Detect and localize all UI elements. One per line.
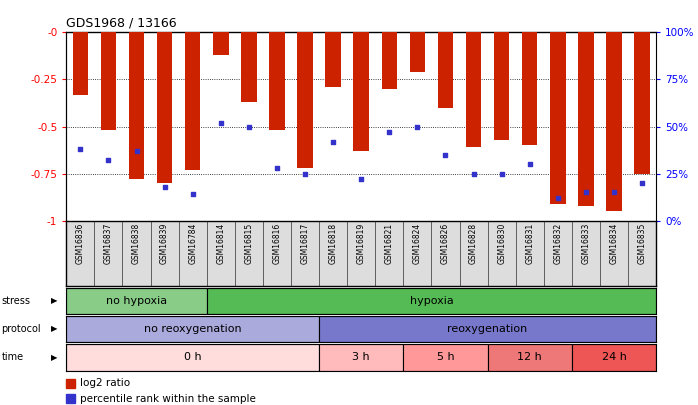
Text: GSM16832: GSM16832 bbox=[554, 223, 563, 264]
Text: GSM16837: GSM16837 bbox=[104, 223, 113, 264]
Bar bbox=[185, 32, 200, 170]
Point bbox=[412, 123, 423, 130]
Text: 5 h: 5 h bbox=[437, 352, 454, 362]
Point bbox=[327, 139, 339, 145]
Bar bbox=[488, 344, 572, 371]
Bar bbox=[353, 32, 369, 151]
Bar bbox=[157, 32, 172, 183]
Text: 0 h: 0 h bbox=[184, 352, 202, 362]
Text: 12 h: 12 h bbox=[517, 352, 542, 362]
Bar bbox=[66, 288, 207, 314]
Point bbox=[496, 171, 507, 177]
Text: reoxygenation: reoxygenation bbox=[447, 324, 528, 334]
Text: GSM16784: GSM16784 bbox=[188, 223, 198, 264]
Bar bbox=[101, 32, 116, 130]
Bar bbox=[66, 344, 319, 371]
Bar bbox=[319, 344, 403, 371]
Point bbox=[272, 165, 283, 171]
Text: ▶: ▶ bbox=[51, 296, 57, 305]
Text: GSM16826: GSM16826 bbox=[441, 223, 450, 264]
Point bbox=[355, 176, 367, 183]
Bar bbox=[403, 344, 488, 371]
Text: GSM16814: GSM16814 bbox=[216, 223, 225, 264]
Bar bbox=[297, 32, 313, 168]
Text: GSM16818: GSM16818 bbox=[329, 223, 338, 264]
Text: GSM16838: GSM16838 bbox=[132, 223, 141, 264]
Bar bbox=[213, 32, 228, 55]
Bar bbox=[494, 32, 510, 140]
Point bbox=[552, 195, 563, 201]
Bar bbox=[319, 316, 656, 342]
Bar bbox=[607, 32, 622, 211]
Bar bbox=[382, 32, 397, 89]
Text: GSM16835: GSM16835 bbox=[637, 223, 646, 264]
Text: hypoxia: hypoxia bbox=[410, 296, 453, 306]
Text: 3 h: 3 h bbox=[352, 352, 370, 362]
Text: GSM16830: GSM16830 bbox=[497, 223, 506, 264]
Text: GSM16824: GSM16824 bbox=[413, 223, 422, 264]
Text: GSM16828: GSM16828 bbox=[469, 223, 478, 264]
Bar bbox=[269, 32, 285, 130]
Point bbox=[524, 161, 535, 168]
Text: log2 ratio: log2 ratio bbox=[80, 378, 131, 388]
Text: protocol: protocol bbox=[1, 324, 41, 334]
Text: GSM16819: GSM16819 bbox=[357, 223, 366, 264]
Bar bbox=[73, 32, 88, 94]
Text: GSM16817: GSM16817 bbox=[301, 223, 309, 264]
Text: stress: stress bbox=[1, 296, 31, 305]
Point bbox=[159, 183, 170, 190]
Text: no reoxygenation: no reoxygenation bbox=[144, 324, 242, 334]
Text: no hypoxia: no hypoxia bbox=[106, 296, 167, 306]
Point bbox=[103, 157, 114, 164]
Point bbox=[440, 151, 451, 158]
Text: percentile rank within the sample: percentile rank within the sample bbox=[80, 394, 256, 403]
Text: GSM16816: GSM16816 bbox=[272, 223, 281, 264]
Bar bbox=[66, 316, 319, 342]
Bar bbox=[410, 32, 425, 72]
Text: GSM16834: GSM16834 bbox=[609, 223, 618, 264]
Text: time: time bbox=[1, 352, 24, 362]
Bar bbox=[207, 288, 656, 314]
Text: ▶: ▶ bbox=[51, 324, 57, 333]
Text: GSM16831: GSM16831 bbox=[525, 223, 534, 264]
Bar bbox=[129, 32, 144, 179]
Point bbox=[580, 189, 591, 196]
Text: ▶: ▶ bbox=[51, 353, 57, 362]
Bar bbox=[325, 32, 341, 87]
Text: GDS1968 / 13166: GDS1968 / 13166 bbox=[66, 16, 177, 29]
Point bbox=[131, 148, 142, 154]
Point bbox=[609, 189, 620, 196]
Text: 24 h: 24 h bbox=[602, 352, 626, 362]
Point bbox=[187, 191, 198, 198]
Text: GSM16839: GSM16839 bbox=[160, 223, 169, 264]
Text: GSM16836: GSM16836 bbox=[76, 223, 85, 264]
Text: GSM16821: GSM16821 bbox=[385, 223, 394, 264]
Text: GSM16833: GSM16833 bbox=[581, 223, 591, 264]
Bar bbox=[578, 32, 593, 206]
Point bbox=[384, 129, 395, 135]
Text: GSM16815: GSM16815 bbox=[244, 223, 253, 264]
Bar bbox=[438, 32, 453, 108]
Point bbox=[468, 171, 479, 177]
Point bbox=[637, 180, 648, 186]
Bar bbox=[241, 32, 257, 102]
Point bbox=[244, 123, 255, 130]
Point bbox=[215, 119, 226, 126]
Point bbox=[299, 171, 311, 177]
Bar bbox=[572, 344, 656, 371]
Bar bbox=[466, 32, 482, 147]
Point bbox=[75, 146, 86, 152]
Bar bbox=[522, 32, 537, 145]
Bar bbox=[550, 32, 565, 204]
Bar bbox=[634, 32, 650, 174]
